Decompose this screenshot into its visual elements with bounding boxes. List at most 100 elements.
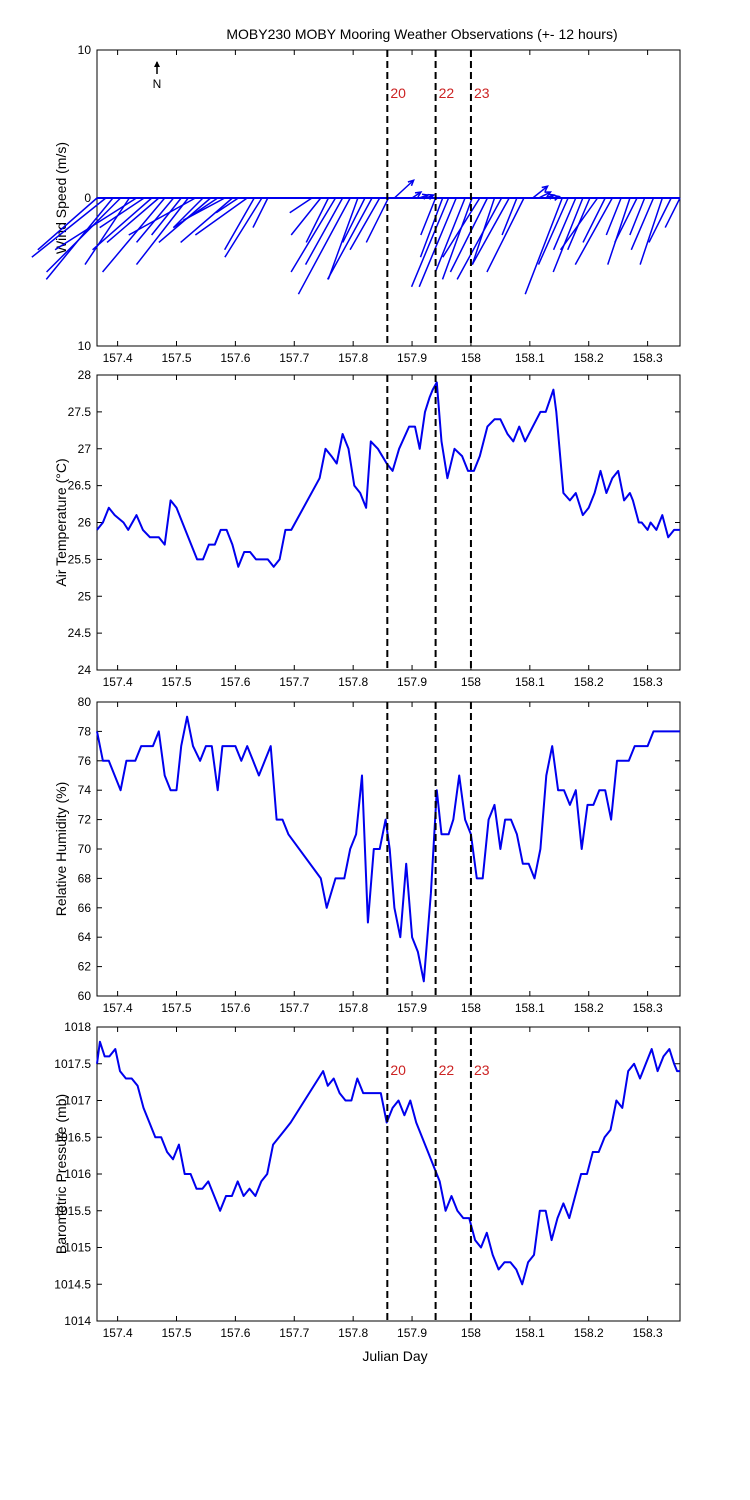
marker-label: 22: [439, 85, 455, 101]
figure-title: MOBY230 MOBY Mooring Weather Observation…: [226, 26, 617, 42]
wind-vector: [342, 197, 366, 243]
wind-vector: [365, 197, 390, 243]
y-tick-label: 27.5: [68, 405, 92, 419]
x-tick-label: 157.6: [220, 675, 250, 689]
wind-vector: [135, 197, 189, 266]
wind-vector: [99, 197, 145, 229]
x-tick-label: 157.4: [103, 1326, 133, 1340]
y-tick-label: 24: [78, 663, 92, 677]
wind-vector: [664, 197, 681, 228]
panel-2: 28 27.5 27 26.5 26 25.5 25 24.5 24 157.4 157.5 157.…: [53, 368, 681, 689]
y-tick-label: 1014.5: [54, 1277, 91, 1291]
x-tick-label: 158.2: [574, 1001, 604, 1015]
wind-vector: [418, 197, 457, 288]
x-tick-label: 158: [461, 351, 481, 365]
marker-label: 23: [474, 1062, 490, 1078]
x-tick-label: 157.9: [397, 675, 427, 689]
wind-vector: [532, 185, 549, 199]
x-tick-label: 158.3: [633, 1326, 663, 1340]
wind-vector: [290, 197, 322, 236]
y-tick-label: 74: [78, 783, 92, 797]
wind-vector: [393, 179, 415, 199]
wind-arrowhead: [553, 194, 561, 201]
x-tick-label: 158.3: [633, 351, 663, 365]
y-tick-label: 1017: [64, 1094, 91, 1108]
wind-vector: [305, 197, 330, 243]
y-tick-label: 62: [78, 960, 92, 974]
wind-arrowhead: [407, 179, 415, 187]
x-tick-label: 157.7: [279, 675, 309, 689]
wind-vector: [441, 197, 473, 280]
x-tick-label: 158: [461, 1326, 481, 1340]
wind-vector: [574, 197, 613, 265]
x-tick-label: 157.6: [220, 1326, 250, 1340]
y-tick-label: 0: [84, 191, 91, 205]
wind-vector: [582, 197, 606, 243]
y-tick-label: 24.5: [68, 626, 92, 640]
wind-vector: [552, 197, 577, 251]
axes-frame: [96, 374, 681, 671]
y-tick-label: 25.5: [68, 552, 92, 566]
wind-vector: [552, 197, 584, 273]
x-tick-label: 157.6: [220, 351, 250, 365]
wind-vector: [101, 197, 166, 273]
wind-arrowhead: [541, 185, 549, 192]
x-tick-label: 157.8: [338, 1001, 368, 1015]
x-tick-label: 157.7: [279, 1001, 309, 1015]
wind-vector: [84, 197, 131, 266]
marker-label: 23: [474, 85, 490, 101]
wind-vector: [194, 197, 248, 236]
wind-vector: [172, 197, 204, 229]
y-axis-label: Relative Humidity (%): [53, 782, 69, 917]
wind-vector: [442, 197, 481, 258]
y-tick-label: 78: [78, 724, 92, 738]
wind-vector: [304, 197, 344, 265]
x-axis-label: Julian Day: [362, 1348, 427, 1364]
y-tick-label: 1015: [64, 1241, 91, 1255]
x-tick-label: 157.5: [161, 1001, 191, 1015]
y-tick-label: 1014: [64, 1314, 91, 1328]
wind-arrowhead: [544, 191, 553, 198]
marker-label: 20: [390, 1062, 406, 1078]
y-axis-label: Air Temperature (°C): [53, 458, 69, 586]
y-tick-label: 26.5: [68, 479, 92, 493]
x-tick-label: 158.1: [515, 1001, 545, 1015]
x-tick-label: 158.1: [515, 675, 545, 689]
wind-vector: [486, 197, 525, 273]
wind-arrowhead: [427, 193, 436, 200]
wind-vector: [182, 197, 226, 221]
x-tick-label: 157.4: [103, 675, 133, 689]
panel-3: 80 78 76 74 72 70 68 66 64 62 60 157.4 157.5 157.6 157…: [53, 695, 681, 1015]
wind-vector: [128, 197, 196, 236]
wind-vector: [151, 197, 182, 236]
north-arrow-head: [154, 61, 160, 67]
north-label: N: [153, 77, 162, 91]
y-tick-label: 28: [78, 368, 92, 382]
wind-vector: [538, 191, 551, 199]
y-axis-label: Wind Speed (m/s): [53, 142, 69, 254]
wind-vector: [46, 197, 122, 273]
wind-vector: [172, 197, 219, 229]
y-tick-label: 66: [78, 901, 92, 915]
y-tick-label: 70: [78, 842, 92, 856]
wind-vector: [607, 197, 631, 265]
x-tick-label: 157.8: [338, 351, 368, 365]
series-line: [96, 381, 680, 568]
x-tick-label: 157.4: [103, 1001, 133, 1015]
wind-vector: [326, 197, 373, 280]
y-tick-label: 10: [78, 339, 92, 353]
wind-vector: [290, 197, 337, 273]
x-tick-label: 157.7: [279, 1326, 309, 1340]
x-tick-label: 157.8: [338, 1326, 368, 1340]
x-tick-label: 158.2: [574, 351, 604, 365]
wind-vector: [456, 197, 503, 280]
x-tick-label: 157.5: [161, 351, 191, 365]
wind-vector: [215, 197, 239, 214]
y-tick-label: 1016: [64, 1167, 91, 1181]
x-tick-label: 158: [461, 675, 481, 689]
x-tick-label: 158.3: [633, 675, 663, 689]
y-tick-label: 26: [78, 516, 92, 530]
y-tick-label: 72: [78, 813, 92, 827]
x-tick-label: 158.1: [515, 1326, 545, 1340]
wind-vector: [630, 197, 655, 251]
